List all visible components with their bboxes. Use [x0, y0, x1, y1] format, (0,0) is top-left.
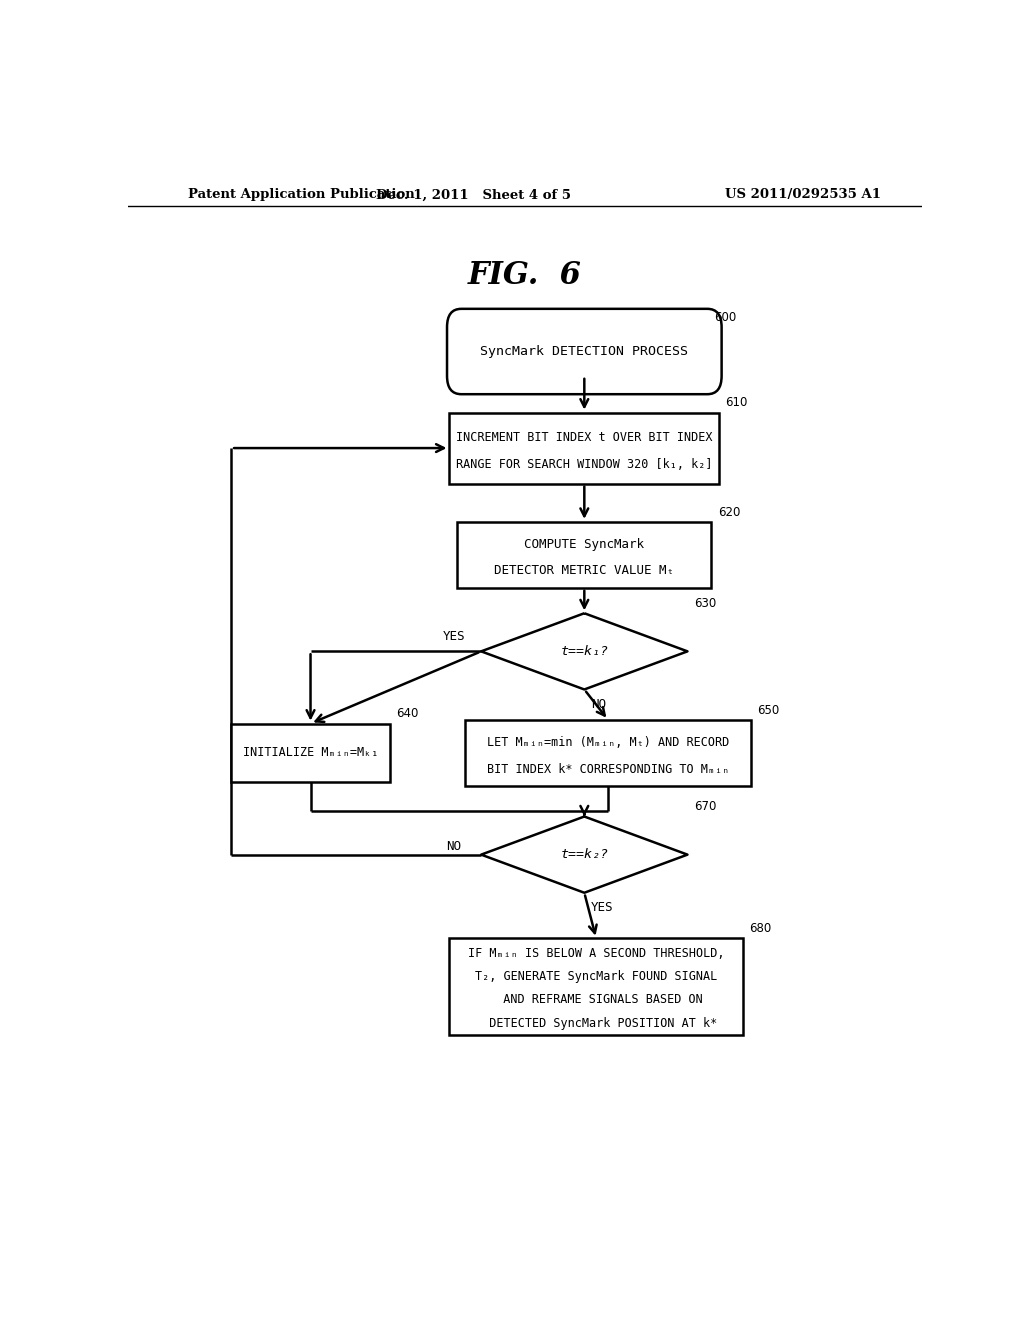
Text: NO: NO	[446, 840, 461, 853]
Bar	[465, 719, 751, 785]
Text: DETECTED SyncMark POSITION AT k*: DETECTED SyncMark POSITION AT k*	[475, 1016, 718, 1030]
Text: 670: 670	[694, 800, 716, 813]
Text: NO: NO	[591, 697, 605, 710]
Text: 640: 640	[396, 708, 419, 721]
Text: Dec. 1, 2011   Sheet 4 of 5: Dec. 1, 2011 Sheet 4 of 5	[376, 189, 570, 202]
Text: COMPUTE SyncMark: COMPUTE SyncMark	[524, 539, 644, 552]
Text: t==k₁?: t==k₁?	[560, 645, 608, 657]
Text: IF Mₘᵢₙ IS BELOW A SECOND THRESHOLD,: IF Mₘᵢₙ IS BELOW A SECOND THRESHOLD,	[468, 946, 724, 960]
Text: SyncMark DETECTION PROCESS: SyncMark DETECTION PROCESS	[480, 345, 688, 358]
Bar	[450, 939, 743, 1035]
Text: DETECTOR METRIC VALUE Mₜ: DETECTOR METRIC VALUE Mₜ	[495, 564, 675, 577]
Text: INCREMENT BIT INDEX t OVER BIT INDEX: INCREMENT BIT INDEX t OVER BIT INDEX	[456, 432, 713, 445]
Bar	[231, 723, 390, 783]
Text: T₂, GENERATE SyncMark FOUND SIGNAL: T₂, GENERATE SyncMark FOUND SIGNAL	[475, 970, 718, 983]
Text: YES: YES	[591, 900, 613, 913]
Text: 630: 630	[694, 597, 716, 610]
Text: Patent Application Publication: Patent Application Publication	[187, 189, 415, 202]
Text: FIG.  6: FIG. 6	[468, 260, 582, 290]
Text: US 2011/0292535 A1: US 2011/0292535 A1	[725, 189, 881, 202]
Text: 600: 600	[714, 312, 736, 325]
Text: YES: YES	[442, 630, 465, 643]
Text: INITIALIZE Mₘᵢₙ=Mₖ₁: INITIALIZE Mₘᵢₙ=Mₖ₁	[243, 747, 378, 759]
Text: t==k₂?: t==k₂?	[560, 849, 608, 861]
FancyBboxPatch shape	[447, 309, 722, 395]
Text: BIT INDEX k* CORRESPONDING TO Mₘᵢₙ: BIT INDEX k* CORRESPONDING TO Mₘᵢₙ	[487, 763, 729, 776]
Text: LET Mₘᵢₙ=min (Mₘᵢₙ, Mₜ) AND RECORD: LET Mₘᵢₙ=min (Mₘᵢₙ, Mₜ) AND RECORD	[487, 737, 729, 750]
Text: 680: 680	[750, 923, 772, 936]
Text: 650: 650	[758, 704, 779, 717]
Text: 620: 620	[718, 506, 740, 519]
Text: 610: 610	[726, 396, 748, 409]
Bar	[458, 521, 712, 587]
Bar	[450, 413, 719, 483]
Text: RANGE FOR SEARCH WINDOW 320 [k₁, k₂]: RANGE FOR SEARCH WINDOW 320 [k₁, k₂]	[456, 458, 713, 471]
Text: AND REFRAME SIGNALS BASED ON: AND REFRAME SIGNALS BASED ON	[489, 994, 703, 1006]
